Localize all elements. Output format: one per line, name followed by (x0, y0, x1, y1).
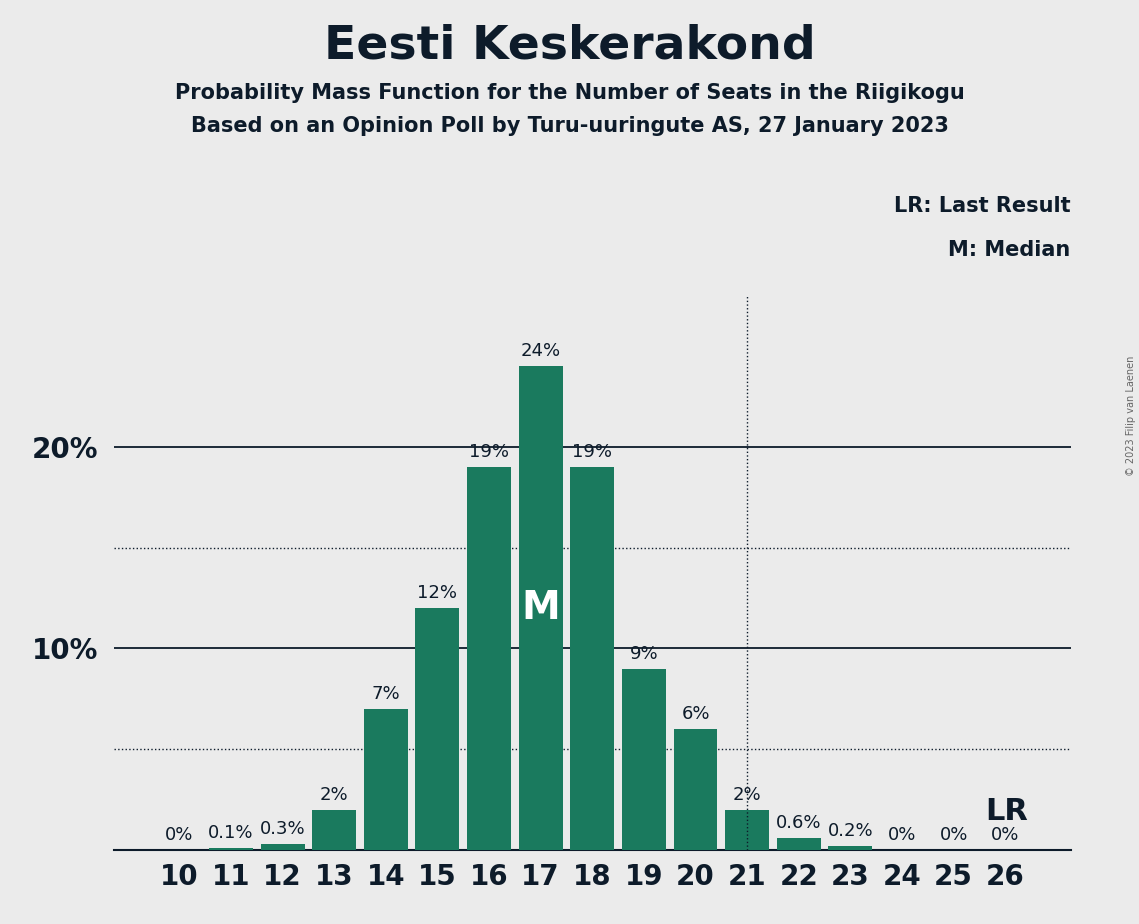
Text: 0%: 0% (165, 826, 194, 844)
Text: Probability Mass Function for the Number of Seats in the Riigikogu: Probability Mass Function for the Number… (174, 83, 965, 103)
Text: 12%: 12% (417, 584, 458, 602)
Text: 24%: 24% (521, 342, 560, 360)
Bar (828, 846, 872, 850)
Text: 0.2%: 0.2% (828, 822, 874, 840)
Bar (467, 467, 511, 850)
Text: M: Median: M: Median (949, 240, 1071, 261)
Text: 6%: 6% (681, 705, 710, 723)
Text: © 2023 Filip van Laenen: © 2023 Filip van Laenen (1126, 356, 1136, 476)
Text: 0.3%: 0.3% (260, 820, 305, 838)
Bar (777, 838, 821, 850)
Text: LR: LR (985, 796, 1029, 826)
Text: 2%: 2% (320, 785, 349, 804)
Bar (312, 809, 357, 850)
Text: 0.6%: 0.6% (776, 814, 821, 832)
Bar (518, 366, 563, 850)
Bar (363, 709, 408, 850)
Bar (673, 729, 718, 850)
Text: Eesti Keskerakond: Eesti Keskerakond (323, 23, 816, 68)
Text: 0%: 0% (991, 826, 1019, 844)
Text: 19%: 19% (469, 443, 509, 461)
Text: 0%: 0% (940, 826, 968, 844)
Bar (416, 608, 459, 850)
Text: M: M (522, 590, 560, 627)
Text: Based on an Opinion Poll by Turu-uuringute AS, 27 January 2023: Based on an Opinion Poll by Turu-uuringu… (190, 116, 949, 136)
Text: 7%: 7% (371, 685, 400, 703)
Text: 2%: 2% (732, 785, 762, 804)
Text: 9%: 9% (630, 645, 658, 663)
Bar (622, 669, 666, 850)
Bar (210, 848, 253, 850)
Text: 0.1%: 0.1% (208, 824, 254, 842)
Bar (726, 809, 769, 850)
Text: LR: Last Result: LR: Last Result (894, 196, 1071, 216)
Bar (571, 467, 614, 850)
Text: 0%: 0% (887, 826, 916, 844)
Text: 19%: 19% (572, 443, 613, 461)
Bar (261, 844, 304, 850)
